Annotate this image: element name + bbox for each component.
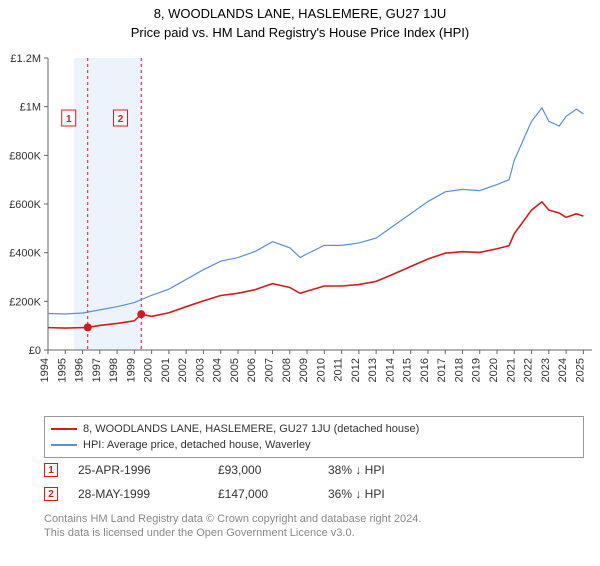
svg-text:2009: 2009 xyxy=(298,358,310,382)
event-price: £93,000 xyxy=(218,463,308,477)
chart-subtitle: Price paid vs. HM Land Registry's House … xyxy=(0,25,600,40)
svg-text:£200K: £200K xyxy=(9,296,41,308)
event-delta: 36% ↓ HPI xyxy=(328,487,385,501)
legend-label: 8, WOODLANDS LANE, HASLEMERE, GU27 1JU (… xyxy=(83,423,419,435)
svg-text:2000: 2000 xyxy=(143,358,155,382)
svg-text:2015: 2015 xyxy=(402,358,414,382)
svg-text:2003: 2003 xyxy=(194,358,206,382)
event-date: 25-APR-1996 xyxy=(78,463,198,477)
svg-text:£1M: £1M xyxy=(20,102,41,114)
svg-text:2016: 2016 xyxy=(419,358,431,382)
svg-text:2005: 2005 xyxy=(229,358,241,382)
svg-text:2024: 2024 xyxy=(557,358,569,382)
svg-text:£400K: £400K xyxy=(9,248,41,260)
svg-text:2008: 2008 xyxy=(281,358,293,382)
chart-container: 8, WOODLANDS LANE, HASLEMERE, GU27 1JU P… xyxy=(0,6,600,566)
chart-area: £0 £200K £400K £600K £800K £1M £1.2M 1994 1995 19… xyxy=(0,50,600,410)
chart-title-address: 8, WOODLANDS LANE, HASLEMERE, GU27 1JU xyxy=(0,6,600,21)
svg-text:1994: 1994 xyxy=(39,358,51,382)
svg-text:£0: £0 xyxy=(29,345,41,357)
svg-text:2004: 2004 xyxy=(212,358,224,382)
event-delta: 38% ↓ HPI xyxy=(328,463,385,477)
svg-text:1997: 1997 xyxy=(91,358,103,382)
svg-text:2020: 2020 xyxy=(488,358,500,382)
svg-text:2014: 2014 xyxy=(384,358,396,382)
svg-text:2023: 2023 xyxy=(540,358,552,382)
svg-text:2021: 2021 xyxy=(505,358,517,382)
svg-text:2001: 2001 xyxy=(160,358,172,382)
line-chart-svg: £0 £200K £400K £600K £800K £1M £1.2M 1994 1995 19… xyxy=(0,50,600,410)
svg-text:£800K: £800K xyxy=(9,150,41,162)
event-marker-box: 2 xyxy=(44,487,58,501)
legend-label: HPI: Average price, detached house, Wave… xyxy=(83,439,310,451)
legend-box: 8, WOODLANDS LANE, HASLEMERE, GU27 1JU (… xyxy=(44,416,584,458)
legend-swatch xyxy=(51,444,77,446)
svg-text:1: 1 xyxy=(66,114,72,125)
svg-text:2: 2 xyxy=(118,114,124,125)
svg-text:£600K: £600K xyxy=(9,199,41,211)
svg-text:2010: 2010 xyxy=(315,358,327,382)
legend-swatch xyxy=(51,428,77,430)
svg-text:2013: 2013 xyxy=(367,358,379,382)
svg-text:2022: 2022 xyxy=(523,358,535,382)
svg-text:2017: 2017 xyxy=(436,358,448,382)
legend-item: HPI: Average price, detached house, Wave… xyxy=(51,437,577,453)
svg-text:1999: 1999 xyxy=(125,358,137,382)
event-row: 2 28-MAY-1999 £147,000 36% ↓ HPI xyxy=(44,482,584,506)
event-price: £147,000 xyxy=(218,487,308,501)
svg-text:2007: 2007 xyxy=(264,358,276,382)
footnote-line: Contains HM Land Registry data © Crown c… xyxy=(44,512,584,526)
footnote-line: This data is licensed under the Open Gov… xyxy=(44,526,584,540)
svg-text:2011: 2011 xyxy=(333,358,345,382)
event-date: 28-MAY-1999 xyxy=(78,487,198,501)
event-marker-box: 1 xyxy=(44,463,58,477)
svg-text:1996: 1996 xyxy=(74,358,86,382)
svg-text:1998: 1998 xyxy=(108,358,120,382)
legend-item: 8, WOODLANDS LANE, HASLEMERE, GU27 1JU (… xyxy=(51,421,577,437)
event-row: 1 25-APR-1996 £93,000 38% ↓ HPI xyxy=(44,458,584,482)
svg-text:2025: 2025 xyxy=(574,358,586,382)
footnote: Contains HM Land Registry data © Crown c… xyxy=(44,512,584,541)
svg-text:2002: 2002 xyxy=(177,358,189,382)
svg-text:2006: 2006 xyxy=(246,358,258,382)
svg-text:£1.2M: £1.2M xyxy=(10,53,41,65)
svg-text:2019: 2019 xyxy=(471,358,483,382)
svg-text:2018: 2018 xyxy=(453,358,465,382)
svg-text:1995: 1995 xyxy=(56,358,68,382)
svg-text:2012: 2012 xyxy=(350,358,362,382)
events-table: 1 25-APR-1996 £93,000 38% ↓ HPI 2 28-MAY… xyxy=(44,458,584,506)
